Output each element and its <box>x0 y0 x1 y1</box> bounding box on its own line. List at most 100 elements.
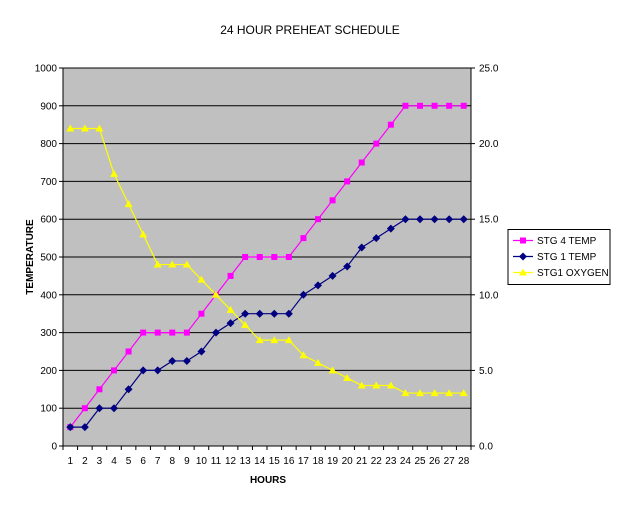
y2-tick-label: 5.0 <box>479 366 493 377</box>
data-point <box>446 102 453 109</box>
data-point <box>459 389 468 397</box>
y2-tick-label: 10.0 <box>479 290 499 301</box>
data-point <box>183 329 190 336</box>
x-tick-label: 5 <box>126 456 132 467</box>
x-tick-label: 24 <box>400 456 412 467</box>
x-tick-label: 26 <box>429 456 441 467</box>
x-tick-label: 20 <box>342 456 354 467</box>
y-tick-label: 300 <box>40 328 57 339</box>
data-point <box>328 366 337 374</box>
data-point <box>430 215 439 224</box>
data-point <box>344 178 351 185</box>
data-point <box>140 329 147 336</box>
data-point <box>416 389 424 397</box>
data-point <box>386 381 395 389</box>
y-tick-label: 700 <box>40 177 57 188</box>
x-tick-label: 13 <box>240 456 252 467</box>
x-tick-label: 27 <box>444 456 456 467</box>
data-point <box>197 347 206 356</box>
data-point <box>227 272 234 279</box>
data-point <box>373 140 380 147</box>
data-point <box>154 329 161 336</box>
data-point <box>66 124 75 132</box>
x-tick-label: 12 <box>225 456 237 467</box>
series-line-1 <box>69 105 464 428</box>
data-point <box>255 336 264 344</box>
data-point <box>314 358 322 366</box>
data-point <box>168 356 177 365</box>
x-tick-label: 11 <box>211 456 222 467</box>
series-line-3 <box>70 127 464 394</box>
x-tick-label: 22 <box>371 456 383 467</box>
data-point <box>343 262 352 271</box>
y-tick-label: 500 <box>40 253 57 264</box>
y2-tick-label: 20.0 <box>479 139 499 150</box>
data-point <box>417 102 423 109</box>
x-tick-label: 21 <box>356 456 368 467</box>
data-point <box>431 102 438 109</box>
y-tick-label: 200 <box>40 366 57 377</box>
x-tick-label: 28 <box>458 456 470 467</box>
data-point <box>387 121 394 128</box>
data-point <box>226 305 235 313</box>
data-point <box>459 215 468 224</box>
y-tick-label: 100 <box>40 404 57 415</box>
data-point <box>241 321 250 329</box>
x-tick-label: 1 <box>68 456 74 467</box>
y-tick-label: 900 <box>40 101 57 112</box>
x-tick-label: 4 <box>111 456 117 467</box>
data-point <box>212 328 220 337</box>
data-point <box>139 366 148 375</box>
data-point <box>328 271 337 280</box>
data-point <box>300 235 307 242</box>
data-point <box>168 260 177 268</box>
data-point <box>169 329 176 336</box>
data-point <box>357 243 366 252</box>
series-line-2 <box>70 218 464 428</box>
legend-marker <box>519 268 527 276</box>
data-point <box>270 309 279 318</box>
data-point <box>372 234 381 243</box>
legend: STG 4 TEMP STG 1 TEMP STG1 OXYGEN <box>507 229 611 285</box>
data-point <box>153 366 162 375</box>
data-point <box>110 404 118 413</box>
data-point <box>357 381 366 389</box>
data-point <box>299 351 308 359</box>
x-axis-title: HOURS <box>250 475 286 486</box>
y-tick-label: 1000 <box>35 64 58 75</box>
x-tick-label: 23 <box>385 456 397 467</box>
data-point <box>315 216 321 223</box>
x-tick-label: 10 <box>196 456 208 467</box>
x-tick-label: 9 <box>184 456 190 467</box>
data-point <box>124 385 133 394</box>
data-point <box>197 275 206 283</box>
data-point <box>212 290 220 298</box>
data-point <box>153 260 162 268</box>
data-point <box>270 336 279 344</box>
data-point <box>430 389 439 397</box>
data-point <box>445 215 454 224</box>
data-point <box>299 290 308 299</box>
data-point <box>284 336 293 344</box>
x-tick-label: 18 <box>312 456 324 467</box>
data-point <box>314 281 322 290</box>
legend-marker <box>519 252 527 261</box>
y2-tick-label: 15.0 <box>479 215 499 226</box>
y-tick-label: 600 <box>40 215 57 226</box>
data-point <box>182 356 191 365</box>
data-point <box>343 373 352 381</box>
legend-label: STG1 OXYGEN <box>537 268 609 279</box>
data-point <box>460 102 467 109</box>
data-point <box>386 224 395 233</box>
data-point <box>445 389 454 397</box>
x-tick-label: 2 <box>82 456 88 467</box>
data-point <box>111 367 117 374</box>
data-point <box>401 215 410 224</box>
legend-label: STG 1 TEMP <box>537 252 597 263</box>
data-point <box>198 310 205 317</box>
data-point <box>124 200 133 208</box>
data-point <box>96 386 103 393</box>
y-tick-label: 800 <box>40 139 57 150</box>
legend-label: STG 4 TEMP <box>537 236 597 247</box>
data-point <box>110 169 118 177</box>
